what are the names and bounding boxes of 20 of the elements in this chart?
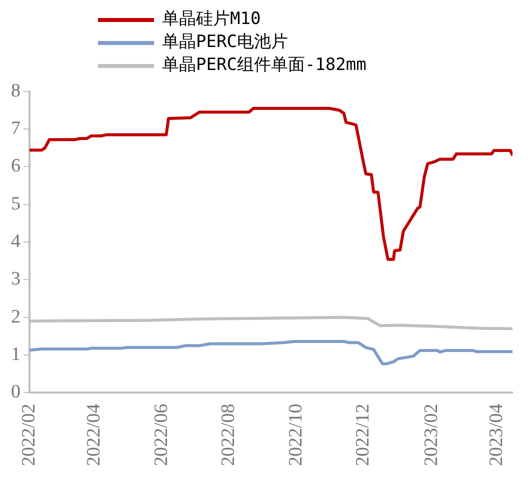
x-tick-label: 2022/08 bbox=[218, 404, 240, 466]
y-tick-label: 0 bbox=[11, 382, 20, 403]
y-tick-label: 1 bbox=[11, 344, 20, 366]
y-tick-label: 4 bbox=[11, 231, 21, 252]
y-tick-label: 3 bbox=[11, 268, 20, 290]
y-tick-label: 5 bbox=[11, 193, 20, 214]
legend-label: 单晶PERC电池片 bbox=[162, 31, 288, 54]
y-tick-label: 7 bbox=[11, 118, 20, 140]
y-tick-label: 2 bbox=[11, 306, 20, 328]
x-tick-label: 2022/06 bbox=[150, 404, 172, 466]
legend-label: 单晶硅片M10 bbox=[162, 8, 261, 31]
x-tick-label: 2023/02 bbox=[421, 404, 442, 466]
legend-label: 单晶PERC组件单面-182mm bbox=[162, 54, 366, 77]
x-tick-label: 2022/02 bbox=[18, 404, 40, 466]
y-tick-label: 8 bbox=[11, 80, 20, 102]
x-tick-label: 2022/04 bbox=[84, 403, 105, 466]
x-tick-label: 2022/10 bbox=[285, 404, 306, 466]
x-tick-label: 2022/12 bbox=[352, 404, 374, 466]
y-tick-label: 6 bbox=[11, 156, 20, 177]
x-tick-label: 2023/04 bbox=[486, 403, 508, 466]
